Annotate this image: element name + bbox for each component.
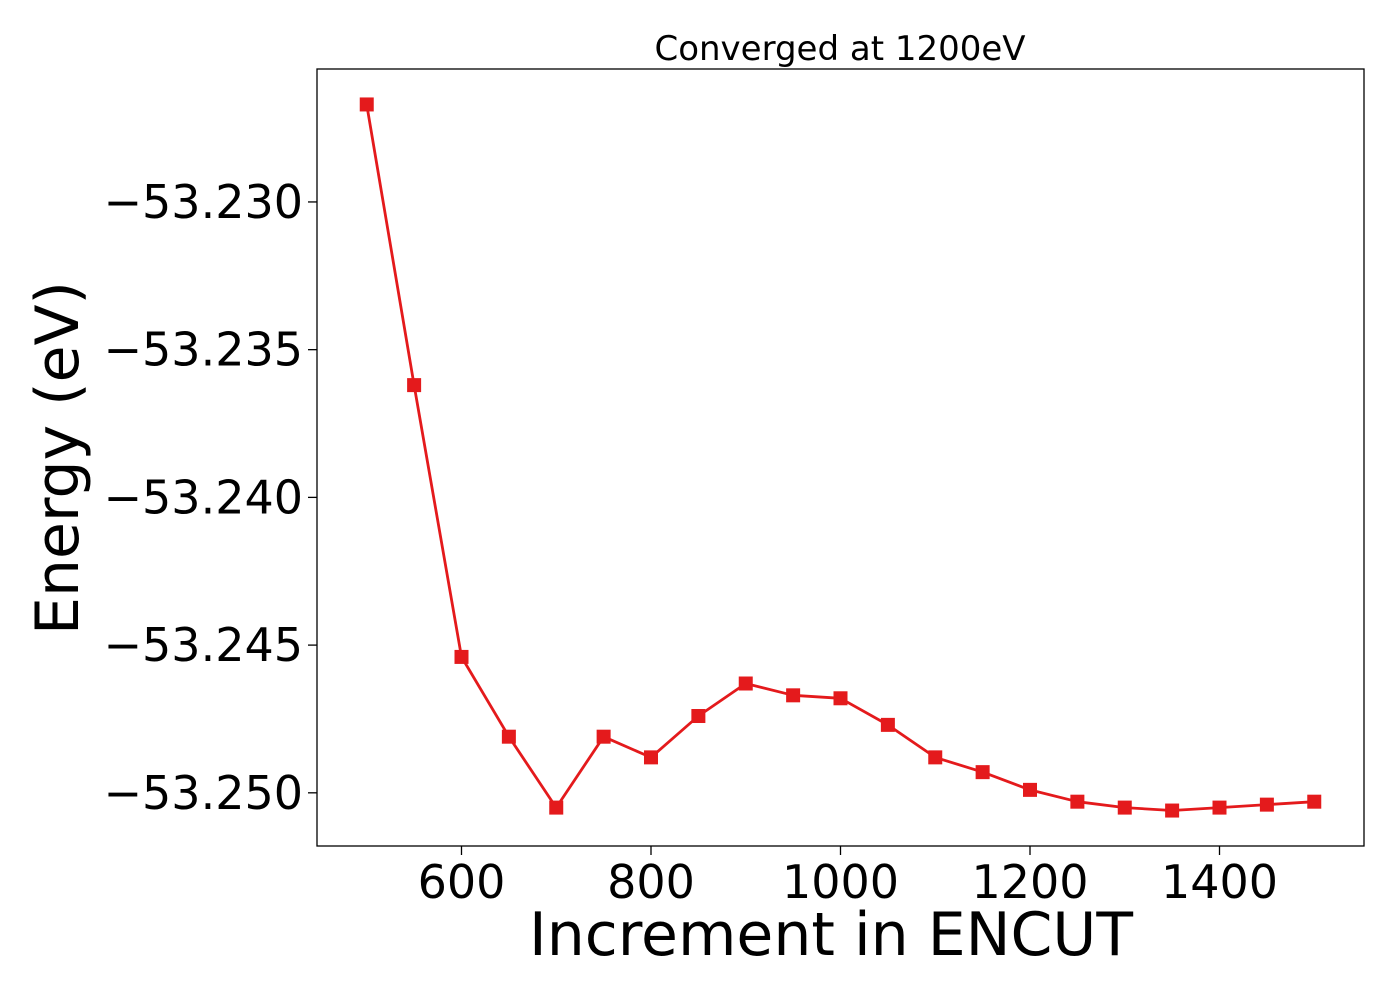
data-point-marker	[1307, 794, 1322, 809]
data-point-marker	[454, 649, 469, 664]
data-point-marker	[738, 676, 753, 691]
x-tick-label: 1400	[1161, 855, 1278, 909]
data-point-marker	[596, 729, 611, 744]
data-point-marker	[691, 709, 706, 724]
x-tick-label: 1200	[971, 855, 1088, 909]
data-point-marker	[407, 378, 422, 393]
data-point-marker	[643, 750, 658, 765]
data-point-marker	[501, 729, 516, 744]
data-point-marker	[549, 800, 564, 815]
x-axis-title: Increment in ENCUT	[529, 900, 1133, 970]
data-point-marker	[1165, 803, 1180, 818]
data-point-marker	[928, 750, 943, 765]
data-point-marker	[880, 717, 895, 732]
data-point-marker	[1023, 782, 1038, 797]
y-tick-label: −53.240	[104, 470, 304, 524]
y-tick-label: −53.230	[104, 175, 304, 229]
x-tick-label: 1000	[782, 855, 899, 909]
data-point-marker	[1212, 800, 1227, 815]
data-point-marker	[786, 688, 801, 703]
y-axis-ticks: −53.230 −53.235 −53.240 −53.245 −53.250	[104, 175, 317, 820]
x-tick-label: 600	[418, 855, 506, 909]
data-point-marker	[359, 97, 374, 112]
y-tick-label: −53.250	[104, 766, 304, 820]
data-point-marker	[1259, 797, 1274, 812]
data-point-marker	[833, 691, 848, 706]
data-point-marker	[975, 765, 990, 780]
data-point-marker	[1070, 794, 1085, 809]
x-tick-label: 800	[607, 855, 695, 909]
series-group	[359, 97, 1322, 818]
data-point-marker	[1117, 800, 1132, 815]
x-axis-ticks: 600 800 1000 1200 1400	[418, 846, 1278, 909]
y-tick-label: −53.235	[104, 323, 304, 377]
chart-title: Converged at 1200eV	[654, 29, 1025, 69]
y-axis-title: Energy (eV)	[23, 281, 93, 635]
y-tick-label: −53.245	[104, 618, 304, 672]
plot-area-frame	[316, 68, 1365, 847]
